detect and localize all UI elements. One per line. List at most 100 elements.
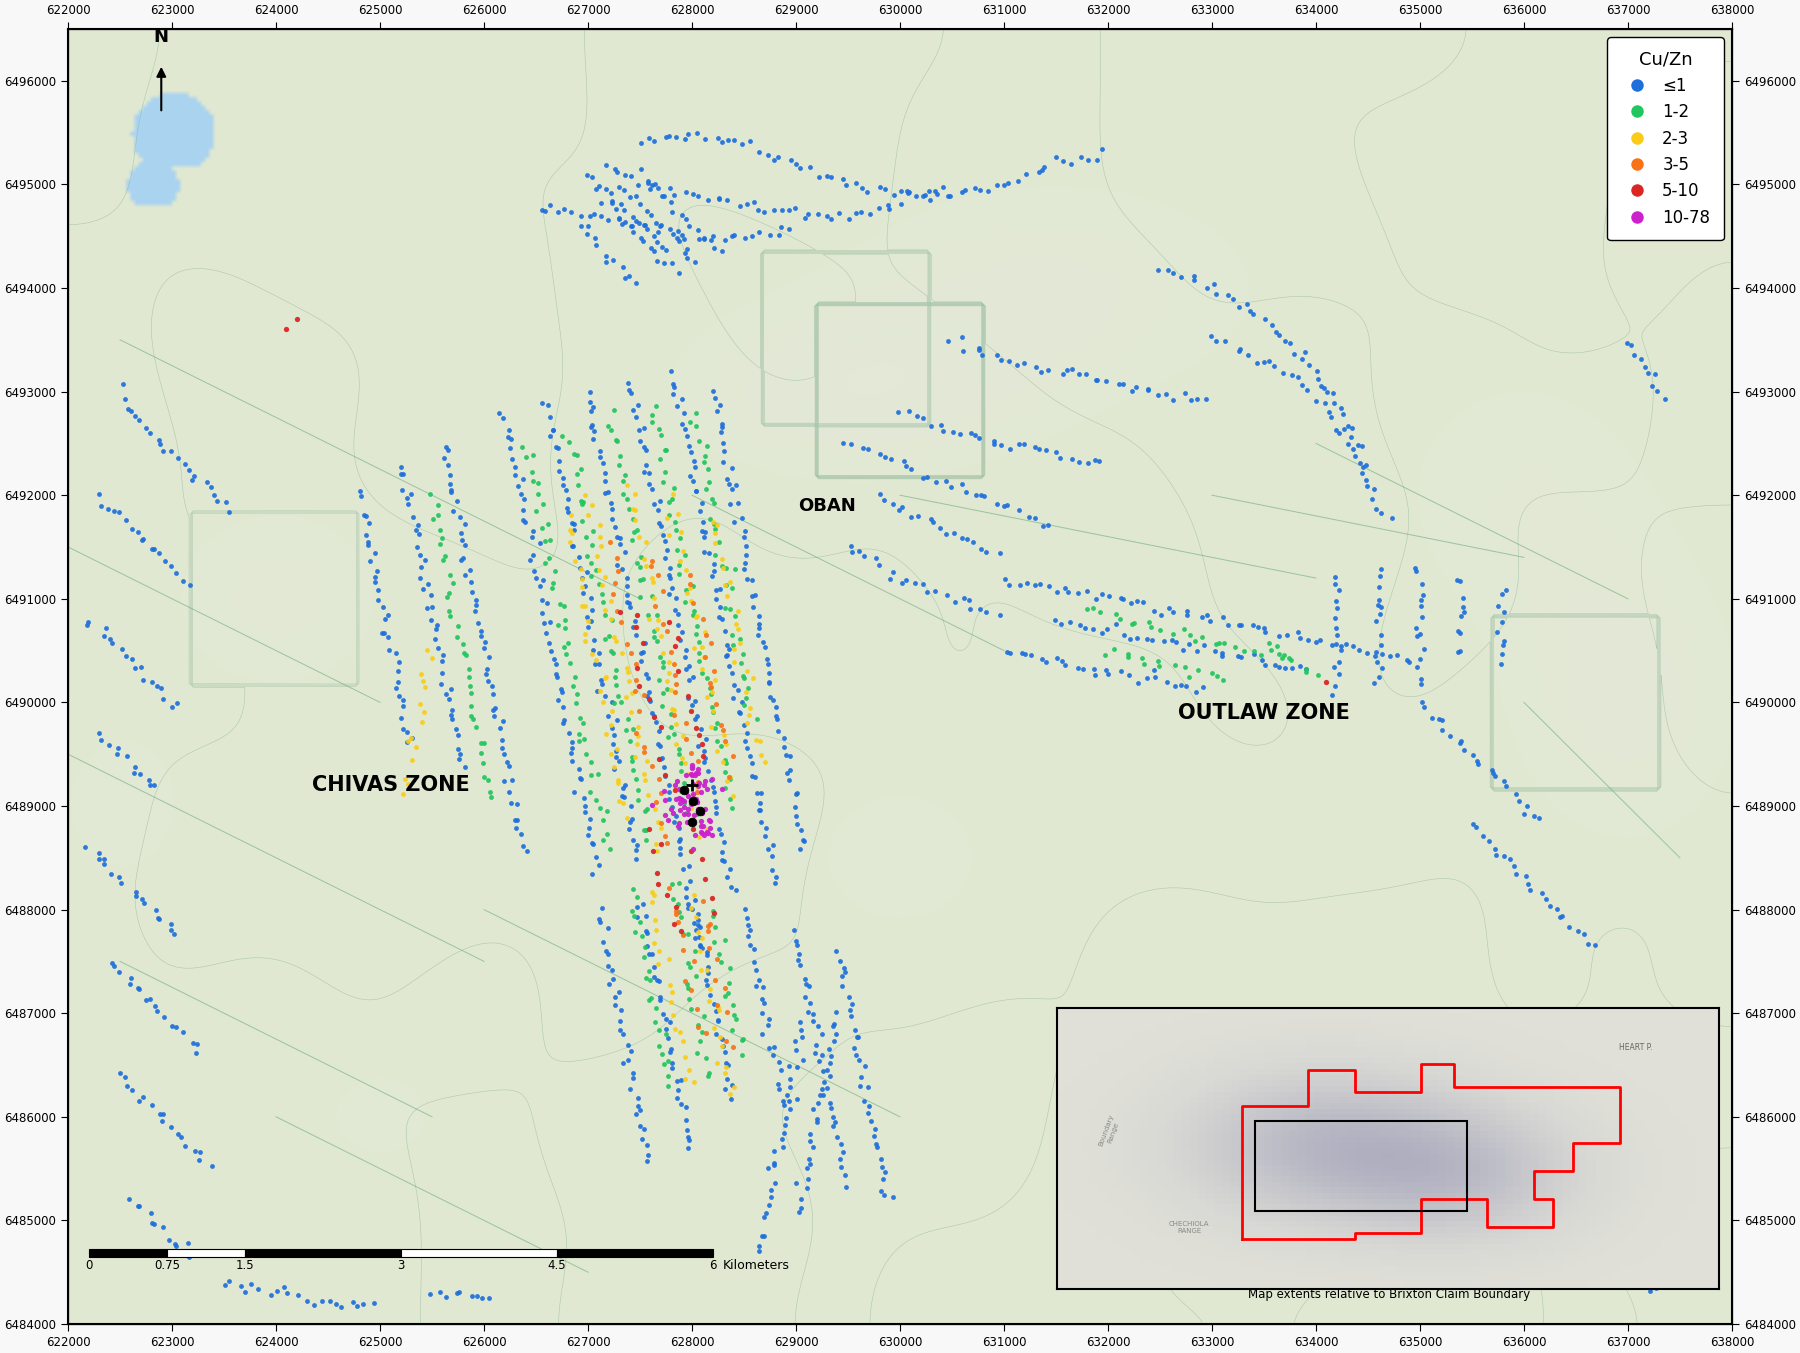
Point [1337,426,1366,448]
Point [1159,601,1188,622]
Point [646,833,675,855]
Point [707,415,736,437]
Point [684,1016,713,1038]
Point [653,679,682,701]
Point [1073,598,1102,620]
Point [677,700,706,721]
Point [617,215,646,237]
Text: 3: 3 [398,1260,405,1272]
Point [745,800,774,821]
Point [1087,138,1116,160]
Point [1145,384,1174,406]
Point [128,889,157,911]
Point [671,752,700,774]
Point [450,564,479,586]
Point [409,671,437,693]
Point [1116,628,1145,649]
Point [887,495,916,517]
Point [632,798,661,820]
Point [364,589,392,610]
Point [1246,644,1274,666]
Point [842,1026,871,1047]
Point [1247,649,1276,671]
Point [619,616,648,637]
Point [697,676,725,698]
Point [706,597,734,618]
Point [671,208,700,230]
Point [578,534,607,556]
Point [846,1076,875,1097]
Point [1449,739,1478,760]
Point [518,521,547,543]
Point [1348,456,1377,478]
Point [148,689,176,710]
Point [578,599,607,621]
Point [713,129,742,150]
Point [1408,691,1436,713]
Point [776,218,805,239]
Point [799,1003,828,1024]
Point [796,1131,824,1153]
Point [1363,498,1391,520]
Point [668,521,697,543]
Point [1129,591,1157,613]
Point [497,429,526,451]
Point [119,762,148,783]
Point [718,687,747,709]
Point [117,400,146,422]
Point [1139,659,1168,681]
Point [799,1099,828,1120]
Point [508,823,536,844]
Point [1303,664,1332,686]
Point [702,589,731,610]
Point [1555,916,1584,938]
Point [715,639,743,660]
Point [632,820,661,842]
Point [833,208,862,230]
Point [677,465,706,487]
Point [569,567,598,589]
Point [965,598,994,620]
Point [657,202,686,223]
Point [716,957,745,978]
Point [1048,363,1076,384]
Point [130,1086,158,1108]
Point [499,448,527,469]
Point [1154,598,1183,620]
Point [709,720,738,741]
Point [666,526,695,548]
Point [711,731,740,752]
Point [1620,344,1649,365]
Point [689,824,718,846]
Point [623,725,652,747]
Point [749,1001,778,1023]
Point [673,763,702,785]
Point [445,1281,473,1303]
Point [572,561,601,583]
Point [670,1068,698,1089]
Point [574,824,603,846]
Point [967,538,995,560]
Point [686,781,715,802]
Point [664,812,693,833]
Point [383,671,412,693]
Point [1114,664,1143,686]
Point [677,810,706,832]
Point [122,977,151,999]
Point [392,487,421,509]
Point [599,249,628,271]
Point [589,931,617,953]
Point [387,480,416,502]
Point [446,506,475,528]
Point [625,1099,653,1120]
Point [657,798,686,820]
Point [850,1055,878,1077]
Point [866,553,895,575]
Point [659,383,688,405]
Point [711,1040,740,1062]
Point [684,909,713,931]
Point [664,555,693,576]
Point [792,1157,821,1178]
Point [639,572,668,594]
Point [657,992,686,1013]
